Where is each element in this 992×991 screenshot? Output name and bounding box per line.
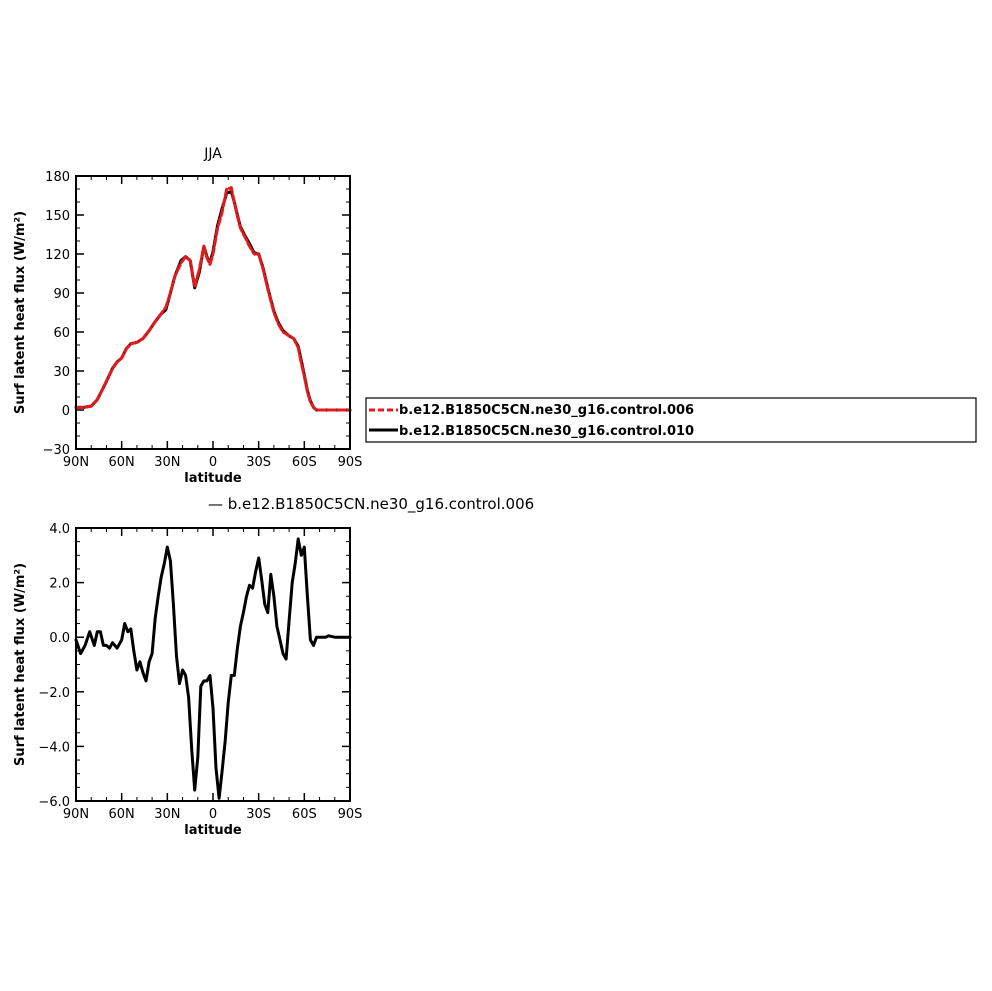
x-tick-label: 60N: [109, 807, 135, 822]
y-tick-label: 0: [62, 404, 70, 419]
x-tick-label: 90S: [338, 455, 363, 470]
top-x-axis-label: latitude: [184, 471, 242, 486]
bottom-chart-title: — b.e12.B1850C5CN.ne30_g16.control.006: [208, 495, 534, 514]
y-tick-label: 180: [45, 170, 70, 185]
bottom-panel: — b.e12.B1850C5CN.ne30_g16.control.006 9…: [13, 495, 534, 838]
top-chart-title: JJA: [203, 146, 222, 162]
top-axes-ticks: 90N 60N 30N 0 30S 60S 90S −30 0 30 60 90 120 150 180: [43, 170, 363, 470]
y-tick-label: 60: [53, 326, 70, 341]
y-tick-label: 90: [53, 287, 70, 302]
legend-box: [365, 397, 977, 443]
x-tick-label: 90S: [338, 807, 363, 822]
y-tick-label: 4.0: [49, 522, 70, 537]
legend-label-006: b.e12.B1850C5CN.ne30_g16.control.006: [399, 403, 694, 418]
series-line: [74, 190, 352, 412]
top-panel: JJA 90N 60N 30N 0 30S 60S 90S −30 0 30 60 90 120 150 1…: [13, 146, 362, 486]
bottom-x-axis-label: latitude: [184, 823, 242, 838]
y-tick-label: 2.0: [49, 577, 70, 592]
x-tick-label: 90N: [63, 455, 89, 470]
top-y-axis-label: Surf latent heat flux (W/m²): [13, 211, 28, 414]
x-tick-label: 90N: [63, 807, 89, 822]
x-tick-label: 30S: [246, 455, 271, 470]
legend: b.e12.B1850C5CN.ne30_g16.control.006 b.e…: [365, 397, 977, 443]
y-tick-label: 150: [45, 209, 70, 224]
series-line: [74, 537, 352, 800]
x-tick-label: 30N: [154, 807, 180, 822]
y-tick-label: −2.0: [38, 686, 70, 701]
x-tick-label: 60S: [292, 455, 317, 470]
top-series-group: [74, 186, 352, 412]
y-tick-label: −4.0: [38, 740, 70, 755]
y-tick-label: 120: [45, 248, 70, 263]
y-tick-label: −30: [43, 443, 70, 458]
x-tick-label: 30N: [154, 455, 180, 470]
bottom-y-axis-label: Surf latent heat flux (W/m²): [13, 563, 28, 766]
x-tick-label: 60N: [109, 455, 135, 470]
x-tick-label: 0: [209, 455, 217, 470]
bottom-axes-ticks: 90N 60N 30N 0 30S 60S 90S −6.0 −4.0 −2.0 0.0 2.0 4.0: [38, 522, 362, 822]
legend-label-010: b.e12.B1850C5CN.ne30_g16.control.010: [399, 424, 694, 439]
y-tick-label: 0.0: [49, 631, 70, 646]
y-tick-label: −6.0: [38, 795, 70, 810]
y-tick-label: 30: [53, 365, 70, 380]
x-tick-label: 60S: [292, 807, 317, 822]
top-plot-frame: [75, 175, 351, 450]
series-line: [74, 186, 352, 412]
x-tick-label: 30S: [246, 807, 271, 822]
bottom-plot-frame: [75, 527, 351, 802]
bottom-series-group: [74, 537, 352, 800]
x-tick-label: 0: [209, 807, 217, 822]
